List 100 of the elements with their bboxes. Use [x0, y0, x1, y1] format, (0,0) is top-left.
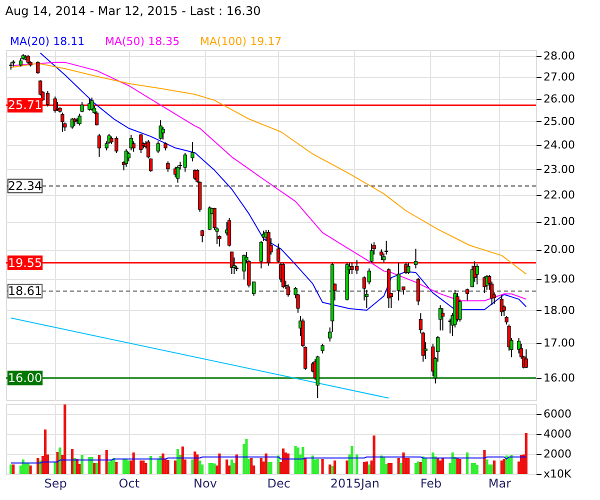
bar	[105, 450, 108, 474]
bar	[191, 460, 194, 474]
y-tick-label: 16.00	[544, 372, 575, 385]
bar	[174, 460, 177, 474]
bar	[176, 449, 180, 474]
bar	[434, 456, 437, 474]
bar	[132, 452, 135, 474]
bar	[260, 458, 262, 474]
y-tick-label: x10K	[544, 468, 572, 480]
bar	[328, 464, 332, 474]
bar	[95, 463, 98, 474]
bar	[250, 458, 253, 474]
y-tick-label: 18.00	[544, 304, 575, 317]
bar	[12, 464, 15, 474]
bar	[316, 459, 319, 474]
candlestick	[126, 151, 130, 162]
bar	[311, 456, 314, 474]
bar	[286, 454, 290, 474]
y-tick-label: 20.00	[544, 243, 575, 256]
bar	[380, 456, 383, 474]
bar	[127, 460, 130, 474]
bar	[156, 459, 160, 474]
bar	[122, 460, 126, 474]
bar	[416, 462, 420, 474]
y-tick-label: 22.00	[544, 188, 575, 202]
bar	[70, 449, 74, 474]
bar	[90, 457, 94, 474]
bar	[115, 462, 118, 474]
candlestick	[80, 102, 84, 113]
bar	[424, 458, 427, 474]
chart-title: Aug 14, 2014 - Mar 12, 2015 - Last : 16.30	[5, 4, 261, 18]
bar	[350, 446, 354, 474]
bar	[208, 463, 211, 474]
y-tick-label: 21.00	[544, 215, 575, 228]
bar	[98, 455, 101, 474]
bar	[502, 459, 506, 474]
y-tick-label: 28.00	[544, 50, 575, 63]
candlestick	[156, 140, 160, 154]
bar	[112, 458, 116, 474]
bar	[58, 448, 62, 474]
y-tick-label: 17.00	[544, 336, 575, 350]
candlestick	[475, 264, 479, 285]
y-tick-label: 4000	[544, 428, 572, 440]
bar	[196, 454, 199, 474]
bar	[368, 464, 370, 474]
candlestick	[124, 148, 128, 168]
bar	[470, 463, 474, 474]
x-tick-label: Mar	[488, 476, 512, 490]
bar	[144, 463, 148, 474]
bar	[64, 404, 66, 474]
candlestick	[416, 277, 420, 306]
bar	[294, 446, 297, 474]
x-tick-label: 2015Jan	[330, 476, 380, 490]
bar	[483, 450, 486, 474]
bar	[510, 455, 513, 474]
bar	[490, 464, 494, 474]
bar	[149, 456, 152, 474]
bar	[407, 458, 410, 474]
bar	[302, 447, 304, 474]
bar	[270, 462, 272, 474]
bar	[218, 454, 221, 474]
ref-line-label: 22.34	[8, 179, 42, 194]
candlestick	[97, 133, 102, 158]
bar	[235, 454, 238, 474]
bar	[387, 463, 390, 474]
bar	[93, 463, 96, 474]
bar	[492, 460, 496, 474]
bar	[198, 460, 202, 474]
bar	[365, 462, 368, 474]
y-tick-label: 26.00	[544, 92, 575, 106]
y-tick-label: 27.00	[544, 70, 575, 84]
bar	[162, 454, 164, 474]
bar	[296, 448, 300, 474]
candlestick	[200, 229, 204, 243]
bar	[140, 460, 142, 474]
candlestick	[276, 243, 280, 264]
candlestick	[90, 97, 94, 112]
y-tick-label: 6000	[544, 408, 572, 420]
y-tick-label: 24.00	[544, 138, 575, 152]
x-tick-label: Feb	[420, 476, 442, 490]
bar	[466, 452, 469, 474]
bar	[441, 458, 444, 474]
bar	[277, 456, 280, 474]
x-tick-label: Oct	[118, 476, 140, 490]
bar	[382, 457, 386, 474]
bar	[230, 460, 234, 474]
bar	[436, 458, 440, 474]
bar	[304, 458, 307, 474]
bar	[476, 465, 478, 474]
bar	[245, 439, 248, 474]
bar	[36, 458, 40, 474]
bar	[333, 460, 336, 474]
bar	[226, 460, 228, 474]
bar	[432, 452, 434, 474]
bar	[458, 459, 462, 474]
x-tick-label: Nov	[194, 476, 217, 490]
candlestick	[190, 141, 194, 162]
ref-line-label: 25.71	[8, 98, 42, 112]
bar	[232, 463, 236, 474]
candlestick	[370, 243, 374, 264]
